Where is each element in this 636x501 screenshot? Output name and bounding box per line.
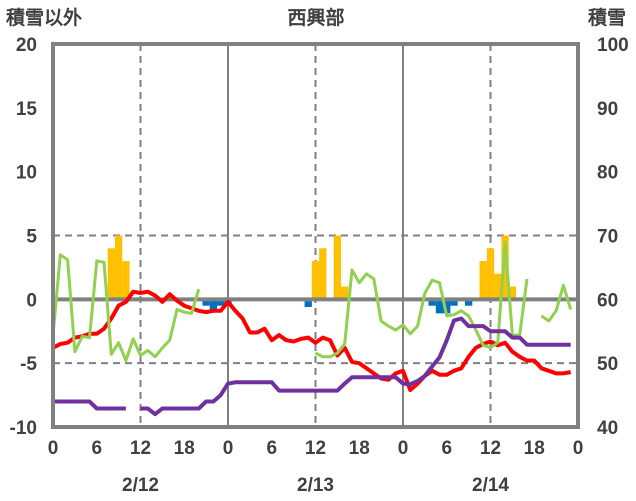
green-series-line — [540, 283, 573, 323]
y-right-tick-label: 40 — [597, 418, 618, 439]
precip-positive-bar — [494, 273, 502, 300]
snow-depth-line — [140, 316, 571, 417]
x-tick-label: 12 — [130, 438, 151, 459]
x-tick-label: 18 — [174, 438, 195, 459]
bars — [107, 235, 517, 314]
x-tick-label: 12 — [480, 438, 501, 459]
precip-positive-bar — [114, 235, 123, 300]
y-right-tick-label: 100 — [597, 35, 629, 56]
precip-positive-bar — [319, 248, 327, 300]
left-axis-title: 積雪以外 — [6, 6, 82, 29]
y-left-tick-label: 0 — [26, 290, 37, 311]
precip-positive-bar — [508, 286, 517, 300]
x-tick-label: 0 — [223, 438, 234, 459]
y-left-tick-label: -10 — [10, 418, 37, 439]
lines — [51, 240, 573, 417]
x-tick-label: 12 — [305, 438, 326, 459]
date-label: 2/12 — [122, 475, 159, 496]
x-tick-label: 18 — [524, 438, 545, 459]
x-tick-label: 0 — [398, 438, 409, 459]
axis-labels: 積雪以外 西興部 積雪 20151050-5-10100908070605040… — [6, 6, 629, 496]
precip-negative-bar — [428, 299, 436, 306]
x-tick-label: 6 — [91, 438, 102, 459]
precip-negative-bar — [443, 299, 451, 314]
y-left-tick-label: 15 — [16, 99, 38, 120]
precip-positive-bar — [333, 235, 342, 300]
precip-negative-bar — [202, 299, 210, 306]
precip-negative-bar — [464, 299, 473, 306]
precip-positive-bar — [341, 286, 349, 300]
x-tick-label: 0 — [48, 438, 59, 459]
date-label: 2/13 — [297, 475, 334, 496]
precip-positive-bar — [122, 261, 130, 300]
precip-negative-bar — [217, 299, 225, 306]
green-series-line — [314, 240, 529, 359]
precip-negative-bar — [435, 299, 444, 314]
green-series-line — [51, 253, 201, 363]
chart-title: 西興部 — [287, 6, 344, 29]
precip-negative-bar — [304, 299, 312, 307]
y-right-tick-label: 90 — [597, 99, 618, 120]
y-right-tick-label: 50 — [597, 354, 618, 375]
y-right-tick-label: 70 — [597, 227, 618, 248]
precip-positive-bar — [479, 261, 487, 300]
temperature-line — [52, 289, 572, 392]
right-axis-title: 積雪 — [588, 6, 626, 29]
plot-frame — [51, 42, 580, 429]
precip-negative-bar — [450, 299, 458, 306]
precip-positive-bar — [311, 261, 320, 300]
y-right-tick-label: 80 — [597, 163, 618, 184]
precip-positive-bar — [501, 235, 509, 300]
x-tick-label: 6 — [266, 438, 277, 459]
y-left-tick-label: 10 — [16, 163, 37, 184]
precip-negative-bar — [209, 299, 218, 310]
x-tick-label: 6 — [441, 438, 452, 459]
y-left-tick-label: 5 — [26, 227, 37, 248]
grid — [53, 44, 578, 427]
x-tick-label: 0 — [573, 438, 584, 459]
y-left-tick-label: -5 — [20, 354, 37, 375]
snow-depth-line — [53, 399, 126, 411]
precip-positive-bar — [486, 248, 495, 300]
y-left-tick-label: 20 — [16, 35, 37, 56]
date-label: 2/14 — [472, 475, 509, 496]
precip-positive-bar — [107, 248, 115, 300]
x-tick-label: 18 — [349, 438, 370, 459]
y-right-tick-label: 60 — [597, 290, 618, 311]
